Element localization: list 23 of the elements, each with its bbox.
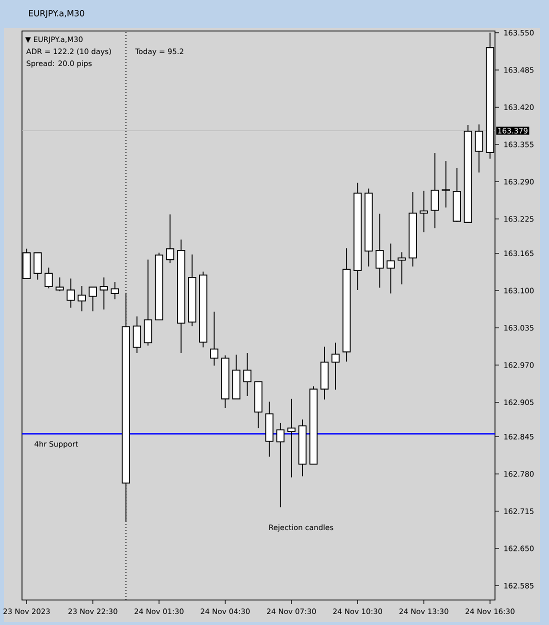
candlestick <box>287 398 296 478</box>
chart-title: EURJPY.a,M30 <box>29 10 84 18</box>
candlestick <box>276 422 284 508</box>
candlestick <box>132 316 142 354</box>
candlestick <box>56 276 64 292</box>
candlestick <box>44 267 53 289</box>
candlestick <box>430 152 439 229</box>
candlestick <box>100 276 108 310</box>
candlestick <box>474 124 484 173</box>
candlestick <box>386 243 395 294</box>
candlestick <box>376 213 384 288</box>
candlestick <box>78 286 86 312</box>
candlestick <box>331 342 340 390</box>
candlestick <box>88 286 97 312</box>
candlestick <box>166 214 174 264</box>
candlestick <box>66 278 75 308</box>
candlestick <box>243 352 252 396</box>
candlestick <box>110 282 119 300</box>
candlestick <box>34 252 42 280</box>
candlestick <box>398 252 406 285</box>
candlestick <box>144 259 152 346</box>
candlestick <box>210 311 218 366</box>
candlestick <box>420 190 428 233</box>
